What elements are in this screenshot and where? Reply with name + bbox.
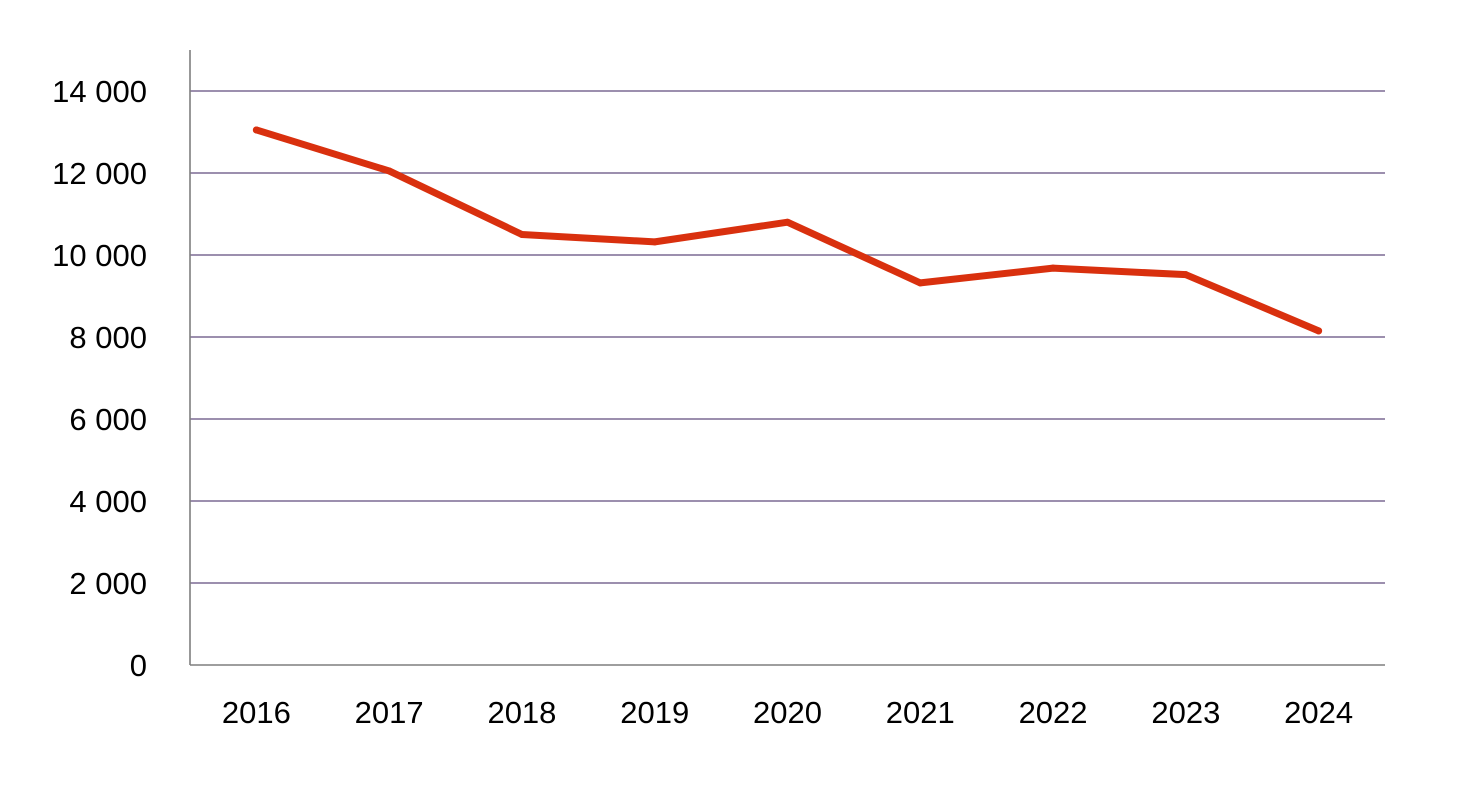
y-tick-label: 12 000 [52, 156, 147, 191]
data-point-2023 [1182, 271, 1190, 279]
y-tick-label: 14 000 [52, 74, 147, 109]
y-tick-label: 8 000 [69, 320, 147, 355]
data-point-2016 [252, 126, 260, 134]
y-tick-label: 0 [130, 648, 147, 683]
x-tick-label: 2021 [886, 695, 955, 730]
data-point-2020 [784, 218, 791, 226]
data-point-2018 [518, 231, 526, 238]
data-point-2017 [385, 167, 393, 175]
series-line-0 [252, 126, 1323, 335]
y-tick-label: 6 000 [69, 402, 147, 437]
x-axis-tick-labels: 2016 2017 2018 2019 2020 2021 2022 2023 2024 [222, 695, 1353, 730]
x-tick-label: 2018 [487, 695, 556, 730]
y-tick-label: 10 000 [52, 238, 147, 273]
data-point-2024 [1315, 327, 1323, 335]
series-lines [252, 126, 1323, 335]
x-tick-label: 2020 [753, 695, 822, 730]
axes [189, 50, 1385, 666]
data-point-2022 [1049, 264, 1057, 272]
x-tick-label: 2019 [620, 695, 689, 730]
x-tick-label: 2022 [1019, 695, 1088, 730]
x-tick-label: 2023 [1151, 695, 1220, 730]
y-tick-label: 2 000 [69, 566, 147, 601]
data-point-2021 [916, 279, 924, 287]
x-tick-label: 2024 [1284, 695, 1353, 730]
data-point-2019 [651, 238, 659, 246]
x-tick-label: 2017 [355, 695, 424, 730]
y-axis-tick-labels: 0 2 000 4 000 6 000 8 000 10 000 12 000 14 000 [52, 74, 147, 683]
y-tick-label: 4 000 [69, 484, 147, 519]
x-tick-label: 2016 [222, 695, 291, 730]
